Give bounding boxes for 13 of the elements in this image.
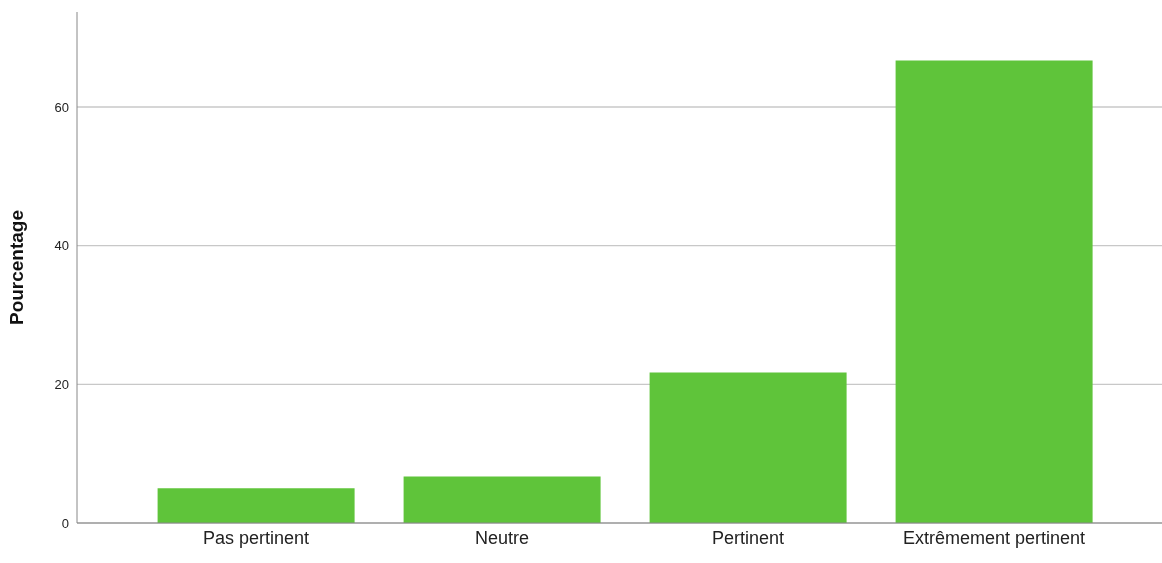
y-tick-label: 0	[61, 515, 69, 531]
bar	[403, 476, 601, 523]
x-tick-label: Pas pertinent	[202, 527, 310, 548]
bar	[157, 488, 355, 523]
bar	[895, 60, 1093, 523]
x-tick-label: Pertinent	[711, 527, 785, 548]
bar	[649, 372, 847, 523]
y-tick-label: 60	[54, 99, 69, 115]
y-axis-title: Pourcentage	[5, 209, 27, 326]
y-tick-label: 20	[54, 376, 69, 392]
x-tick-label: Neutre	[474, 527, 530, 548]
y-tick-label: 40	[54, 238, 69, 254]
x-tick-label: Extrêmement pertinent	[902, 527, 1086, 548]
